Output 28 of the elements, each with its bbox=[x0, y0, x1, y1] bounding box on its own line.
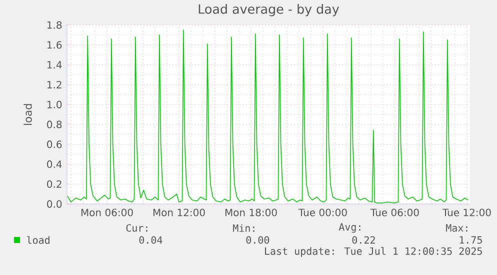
text: Last update: Tue Jul 1 12:00:35 2025 bbox=[265, 247, 482, 257]
y-tick-label: 0.6 bbox=[47, 140, 62, 148]
text: Min: bbox=[233, 224, 254, 232]
text: 0.22 bbox=[352, 236, 375, 244]
y-axis-title: load bbox=[24, 104, 32, 125]
x-tick-label: Mon 12:00 bbox=[153, 208, 205, 216]
x-tick-label: Mon 06:00 bbox=[81, 208, 133, 216]
x-tick-label: Tue 06:00 bbox=[370, 208, 419, 216]
y-tick-label: 1.2 bbox=[48, 80, 62, 88]
y-tick-label: 0.4 bbox=[47, 160, 62, 168]
text: 0.04 bbox=[139, 236, 162, 244]
legend-label: load bbox=[27, 236, 50, 244]
x-tick-label: Tue 00:00 bbox=[298, 208, 347, 216]
y-tick-label: 1.0 bbox=[48, 100, 62, 108]
x-tick-label: Mon 18:00 bbox=[225, 208, 277, 216]
text: 0.00 bbox=[246, 236, 270, 244]
y-tick-label: 1.8 bbox=[48, 21, 62, 29]
y-tick-label: 1.6 bbox=[48, 41, 62, 49]
y-tick-label: 0.2 bbox=[47, 180, 62, 188]
chart-title: Load average - by day bbox=[198, 4, 340, 16]
y-tick-label: 0.8 bbox=[47, 120, 62, 128]
text: Max: bbox=[446, 224, 468, 232]
x-tick-label: Tue 12:00 bbox=[442, 208, 491, 216]
y-tick-label: 1.4 bbox=[48, 61, 62, 68]
text: 1.75 bbox=[460, 236, 482, 244]
y-tick-label: 0.0 bbox=[47, 200, 62, 208]
text: Cur: bbox=[126, 224, 148, 232]
text: Avg: bbox=[338, 223, 360, 233]
